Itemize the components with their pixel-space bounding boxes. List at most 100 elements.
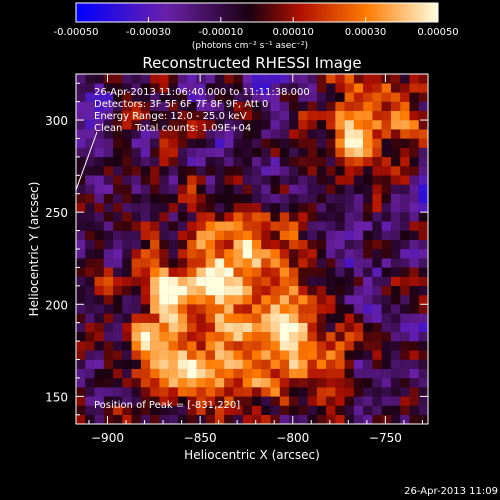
heatmap-cell: [400, 285, 410, 296]
heatmap-cell: [131, 331, 142, 342]
heatmap-cell: [409, 359, 419, 369]
heatmap-cell: [326, 387, 336, 397]
heatmap-cell: [418, 276, 428, 287]
heatmap-cell: [335, 221, 345, 231]
heatmap-cell: [103, 387, 114, 397]
heatmap-cell: [159, 83, 169, 93]
heatmap-cell: [279, 276, 290, 287]
heatmap-cell: [344, 74, 355, 84]
heatmap-cell: [261, 359, 271, 369]
heatmap-cell: [353, 258, 364, 268]
heatmap-cell: [270, 249, 280, 259]
heatmap-cell: [344, 193, 355, 204]
heatmap-cell: [177, 212, 188, 222]
heatmap-cell: [103, 120, 114, 130]
heatmap-cell: [316, 74, 327, 84]
heatmap-cell: [298, 147, 308, 158]
heatmap-cell: [131, 341, 142, 351]
heatmap-cell: [353, 350, 364, 360]
heatmap-cell: [363, 387, 373, 397]
heatmap-cell: [85, 120, 95, 130]
colorbar-ticks: -0.00050 -0.00030 -0.00010 0.00010 0.00030 0.…: [54, 17, 459, 38]
heatmap-cell: [400, 101, 410, 112]
heatmap-cell: [177, 230, 188, 240]
heatmap-cell: [335, 377, 345, 388]
heatmap-cell: [372, 377, 382, 388]
heatmap-cell: [177, 285, 188, 296]
heatmap-cell: [344, 377, 355, 388]
heatmap-cell: [307, 212, 318, 222]
heatmap-cell: [131, 368, 142, 379]
heatmap-cell: [316, 285, 327, 296]
heatmap-cell: [261, 212, 271, 222]
heatmap-cell: [261, 110, 271, 121]
heatmap-cell: [307, 147, 318, 158]
heatmap-cell: [94, 92, 104, 102]
heatmap-cell: [76, 156, 86, 167]
heatmap-cell: [85, 331, 95, 342]
heatmap-cell: [103, 221, 114, 231]
heatmap-cell: [307, 129, 318, 139]
heatmap-cell: [113, 304, 123, 314]
heatmap-cell: [316, 193, 327, 204]
heatmap-cell: [353, 359, 364, 369]
heatmap-cell: [409, 83, 419, 93]
heatmap-cell: [390, 405, 401, 415]
heatmap-cell: [233, 83, 243, 93]
heatmap-cell: [85, 193, 95, 204]
heatmap-cell: [261, 202, 271, 213]
heatmap-cell: [159, 138, 169, 148]
heatmap-cell: [187, 239, 197, 250]
heatmap-cell: [150, 396, 160, 406]
heatmap-cell: [353, 175, 364, 185]
heatmap-cell: [307, 193, 318, 204]
heatmap-cell: [418, 92, 428, 102]
heatmap-cell: [224, 92, 234, 102]
heatmap-cell: [131, 101, 142, 112]
heatmap-cell: [122, 313, 132, 323]
heatmap-cell: [103, 359, 114, 369]
heatmap-cell: [335, 101, 345, 112]
heatmap-cell: [372, 249, 382, 259]
heatmap-cell: [103, 193, 114, 204]
heatmap-cell: [372, 322, 382, 333]
heatmap-cell: [344, 396, 355, 406]
heatmap-cell: [187, 350, 197, 360]
heatmap-cell: [261, 313, 271, 323]
heatmap-cell: [205, 74, 216, 84]
heatmap-cell: [390, 249, 401, 259]
heatmap-cell: [233, 304, 243, 314]
heatmap-cell: [242, 156, 253, 167]
heatmap-cell: [381, 341, 392, 351]
heatmap-cell: [140, 120, 151, 130]
colorbar-tick-label: 0.00010: [273, 27, 314, 38]
heatmap-cell: [177, 341, 188, 351]
heatmap-cell: [261, 230, 271, 240]
heatmap-cell: [390, 212, 401, 222]
heatmap-cell: [372, 221, 382, 231]
heatmap-cell: [187, 175, 197, 185]
heatmap-cell: [307, 341, 318, 351]
heatmap-cell: [85, 166, 95, 176]
heatmap-cell: [390, 313, 401, 323]
heatmap-cell: [390, 276, 401, 287]
heatmap-cell: [159, 249, 169, 259]
heatmap-cell: [131, 120, 142, 130]
heatmap-cell: [103, 377, 114, 388]
heatmap-cell: [372, 285, 382, 296]
x-tick-label: −850: [184, 431, 217, 445]
heatmap-cell: [242, 276, 253, 287]
heatmap-cell: [233, 341, 243, 351]
heatmap-cell: [113, 322, 123, 333]
heatmap-cell: [409, 212, 419, 222]
heatmap-cell: [289, 92, 299, 102]
heatmap-cell: [298, 74, 308, 84]
heatmap-cell: [344, 101, 355, 112]
heatmap-cell: [261, 258, 271, 268]
heatmap-cell: [363, 350, 373, 360]
heatmap-cell: [150, 101, 160, 112]
heatmap-cell: [344, 350, 355, 360]
heatmap-cell: [298, 110, 308, 121]
heatmap-cell: [113, 267, 123, 277]
heatmap-cell: [214, 249, 225, 259]
